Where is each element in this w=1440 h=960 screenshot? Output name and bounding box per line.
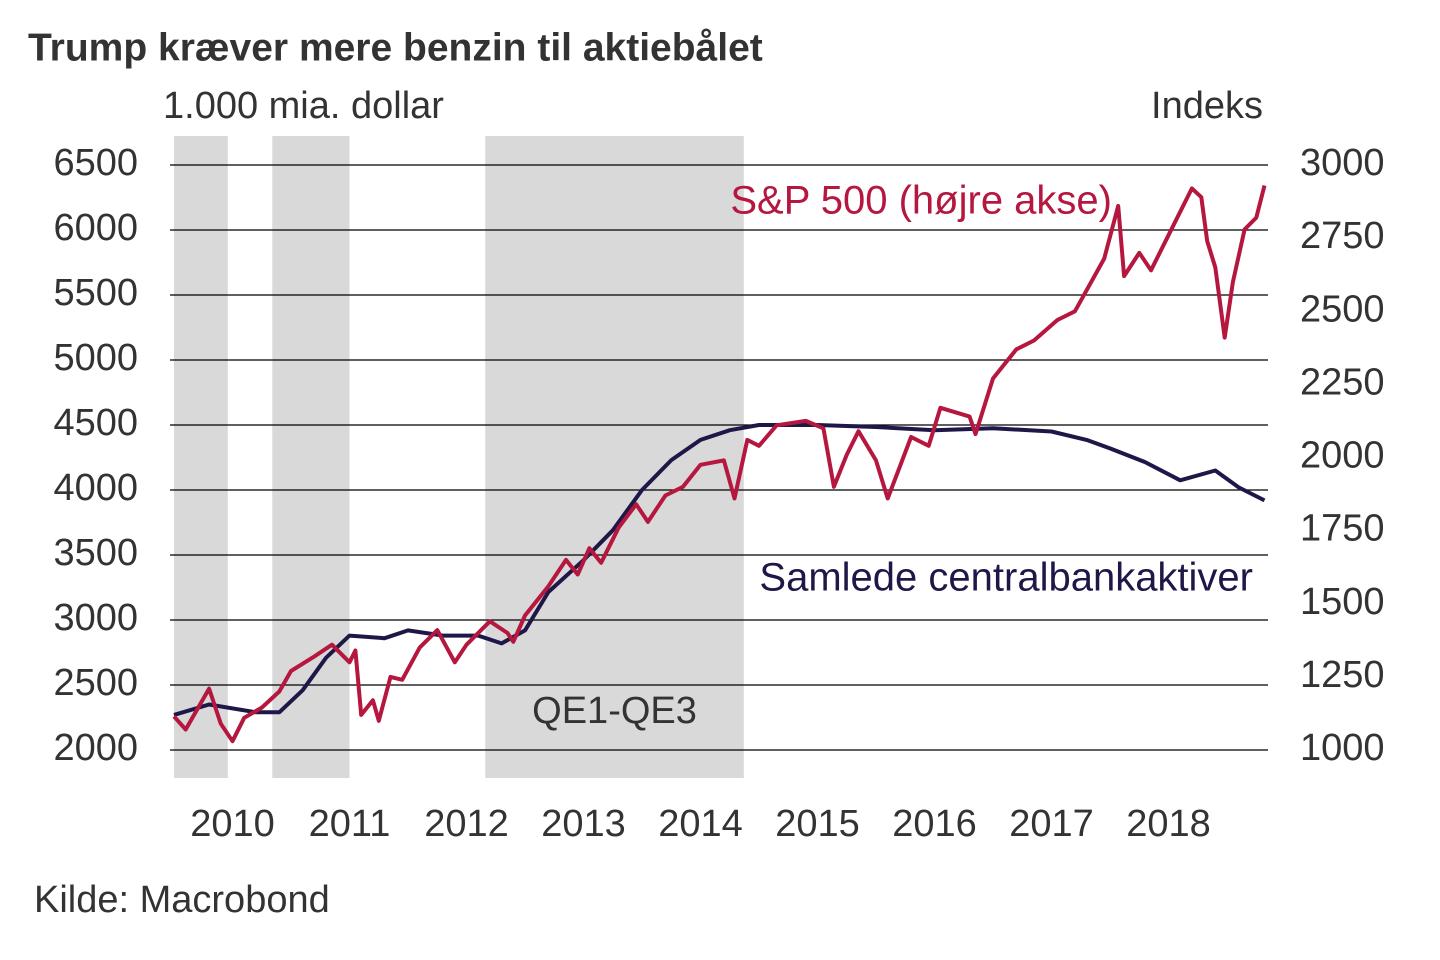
series-label: S&P 500 (højre akse)	[730, 179, 1112, 223]
y-tick-label: 5500	[53, 272, 138, 314]
y-tick-label: 3500	[53, 532, 138, 574]
shaded-period	[174, 136, 228, 778]
y-tick-label: 3000	[53, 597, 138, 639]
y-tick-label: 6000	[53, 207, 138, 249]
source: Kilde: Macrobond	[34, 879, 330, 921]
y2-tick-label: 1500	[1300, 581, 1385, 623]
chart-title: Trump kræver mere benzin til aktiebålet	[28, 26, 763, 69]
y2-tick-label: 3000	[1300, 142, 1385, 184]
y2-axis-title: Indeks	[1151, 85, 1263, 127]
y-tick-label: 5000	[53, 337, 138, 379]
y-tick-label: 4500	[53, 402, 138, 444]
y2-tick-label: 2500	[1300, 288, 1385, 330]
series-line	[173, 423, 1266, 717]
series-label: Samlede centralbankaktiver	[759, 556, 1253, 600]
y2-tick-label: 2000	[1300, 435, 1385, 477]
y2-tick-label: 1000	[1300, 727, 1385, 769]
y-tick-label: 6500	[53, 142, 138, 184]
y2-tick-label: 2250	[1300, 361, 1385, 403]
y-tick-label: 2000	[53, 727, 138, 769]
shaded-period	[272, 136, 350, 778]
shade-label: QE1-QE3	[532, 690, 697, 732]
y-tick-label: 2500	[53, 662, 138, 704]
y2-tick-label: 1250	[1300, 654, 1385, 696]
x-tick-label: 2012	[424, 803, 509, 845]
y2-tick-label: 2750	[1300, 215, 1385, 257]
x-tick-label: 2015	[775, 803, 860, 845]
series-line	[172, 185, 1267, 744]
x-tick-label: 2010	[190, 803, 275, 845]
x-tick-label: 2018	[1126, 803, 1211, 845]
x-tick-label: 2013	[541, 803, 626, 845]
shaded-period	[485, 136, 744, 778]
x-tick-label: 2016	[892, 803, 977, 845]
x-tick-label: 2017	[1009, 803, 1094, 845]
y2-tick-label: 1750	[1300, 508, 1385, 550]
y-tick-label: 4000	[53, 467, 138, 509]
x-tick-label: 2011	[309, 803, 391, 845]
y-axis-title: 1.000 mia. dollar	[163, 85, 444, 127]
x-tick-label: 2014	[658, 803, 743, 845]
